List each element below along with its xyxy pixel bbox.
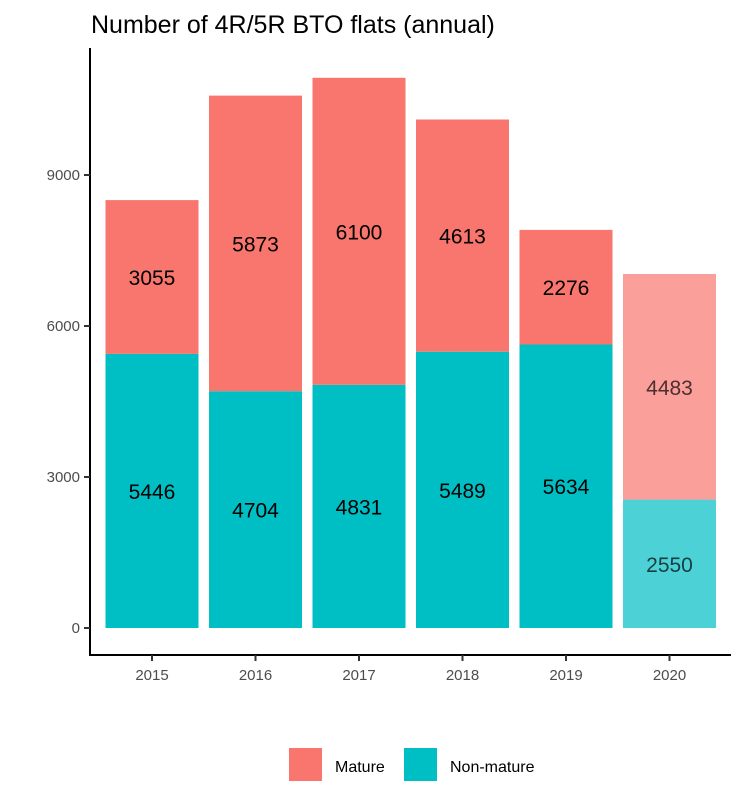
- data-label-non-mature-2020: 2550: [646, 554, 693, 577]
- y-tick-label-9000: 9000: [47, 167, 80, 184]
- bar-segment-mature-2020: [623, 274, 716, 500]
- bars-group: [105, 77, 716, 628]
- x-tick-label-2016: 2016: [239, 667, 272, 684]
- x-tick-label-2015: 2015: [135, 667, 168, 684]
- data-label-mature-2015: 3055: [129, 267, 176, 290]
- data-label-non-mature-2016: 4704: [232, 500, 279, 523]
- legend-label-non-mature: Non-mature: [450, 759, 535, 776]
- data-label-mature-2018: 4613: [439, 226, 486, 249]
- x-tick-label-2019: 2019: [549, 667, 582, 684]
- bar-segment-mature-2019: [519, 229, 613, 345]
- legend-label-mature: Mature: [335, 759, 385, 776]
- bar-segment-non-mature-2019: [519, 344, 613, 628]
- legend-swatch-mature: [289, 748, 322, 781]
- y-axis-ticks: 0 3000 6000 9000: [47, 167, 90, 637]
- data-label-mature-2019: 2276: [543, 277, 590, 300]
- x-tick-label-2017: 2017: [342, 667, 375, 684]
- bar-segment-mature-2018: [416, 119, 509, 352]
- bar-segment-non-mature-2016: [209, 391, 302, 628]
- bar-segment-non-mature-2018: [416, 351, 509, 628]
- x-tick-label-2018: 2018: [446, 667, 479, 684]
- bar-segment-non-mature-2020: [623, 499, 716, 628]
- bar-segment-mature-2016: [209, 95, 302, 392]
- data-label-non-mature-2015: 5446: [129, 481, 176, 504]
- data-label-non-mature-2019: 5634: [543, 476, 590, 499]
- bar-labels-group: 5446 3055 4704 5873 4831 6100 5489 4613 5634 2276…: [129, 221, 693, 577]
- y-tick-label-0: 0: [72, 620, 80, 637]
- bar-segment-non-mature-2017: [312, 384, 406, 628]
- data-label-mature-2016: 5873: [232, 233, 279, 256]
- bar-segment-mature-2017: [312, 77, 406, 385]
- x-tick-label-2020: 2020: [653, 667, 686, 684]
- data-label-non-mature-2018: 5489: [439, 480, 486, 503]
- x-axis-ticks: 2015 2016 2017 2018 2019 2020: [135, 655, 686, 684]
- data-label-mature-2017: 6100: [336, 221, 383, 244]
- y-tick-label-3000: 3000: [47, 469, 80, 486]
- bar-segment-non-mature-2015: [105, 353, 199, 628]
- legend-swatch-non-mature: [404, 748, 437, 781]
- bar-segment-mature-2015: [105, 200, 199, 354]
- legend: Mature Non-mature: [289, 748, 535, 781]
- data-label-non-mature-2017: 4831: [336, 496, 383, 519]
- y-tick-label-6000: 6000: [47, 318, 80, 335]
- chart-title: Number of 4R/5R BTO flats (annual): [91, 11, 495, 39]
- data-label-mature-2020: 4483: [646, 377, 693, 400]
